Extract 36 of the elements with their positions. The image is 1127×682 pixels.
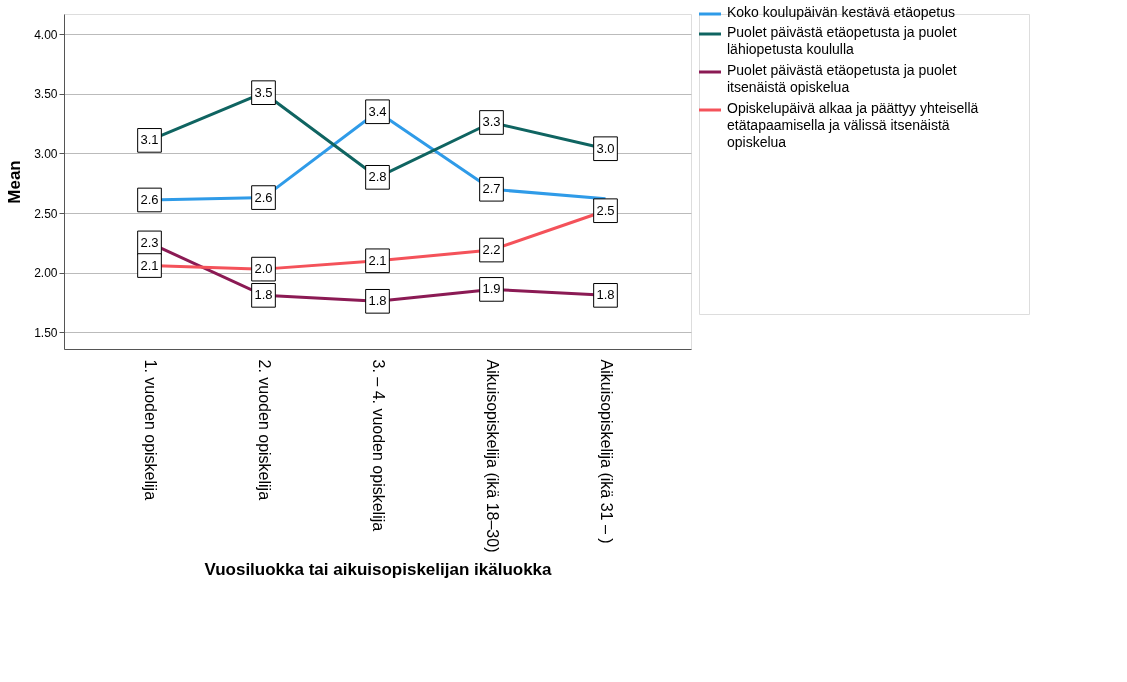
data-label: 3.1	[140, 132, 159, 148]
legend-label: Opiskelupäivä alkaa ja päättyy yhteisellä etätapaamisella ja välissä itsenäistä opiskelua	[727, 100, 979, 150]
legend-label: Puolet päivästä etäopetusta ja puolet itsenäistä opiskelua	[727, 62, 957, 95]
y-tick-label: 4.00	[34, 27, 58, 42]
y-tick-label: 3.50	[34, 87, 58, 102]
y-axis-title: Mean	[5, 160, 25, 204]
x-axis-title: Vuosiluokka tai aikuisopiskelijan ikäluokka	[204, 559, 553, 579]
data-label: 2.5	[596, 202, 615, 218]
y-tick-label: 3.00	[34, 146, 58, 161]
data-label: 2.3	[140, 234, 159, 250]
data-label: 2.0	[254, 261, 273, 277]
data-label: 3.3	[482, 114, 501, 130]
x-tick-label: 3. – 4. vuoden opiskelija	[370, 359, 387, 532]
data-label: 3.0	[596, 140, 615, 156]
data-label: 1.8	[254, 287, 273, 303]
x-tick-label: 1. vuoden opiskelija	[142, 359, 159, 501]
data-label: 3.5	[254, 84, 273, 100]
data-label: 1.8	[596, 287, 615, 303]
data-label: 2.7	[482, 181, 501, 197]
data-label: 2.6	[140, 191, 159, 207]
legend-label: Koko koulupäivän kestävä etäopetus	[727, 4, 956, 20]
data-label: 2.1	[368, 252, 387, 268]
data-label: 2.1	[140, 257, 159, 273]
data-label: 3.4	[368, 103, 387, 119]
data-label: 1.8	[368, 293, 387, 309]
x-tick-label: Aikuisopiskelija (ikä 31 – )	[598, 359, 615, 544]
data-label: 2.2	[482, 242, 501, 258]
y-tick-label: 2.50	[34, 206, 58, 221]
y-tick-label: 2.00	[34, 266, 58, 281]
data-label: 2.8	[368, 169, 387, 185]
data-label: 1.9	[482, 281, 501, 297]
x-tick-label: 2. vuoden opiskelija	[256, 359, 273, 501]
data-label: 2.6	[254, 189, 273, 205]
y-tick-label: 1.50	[34, 325, 58, 340]
x-tick-label: Aikuisopiskelija (ikä 18–30)	[484, 359, 501, 553]
legend-label: Puolet päivästä etäopetusta ja puolet lähiopetusta koululla	[727, 24, 957, 57]
